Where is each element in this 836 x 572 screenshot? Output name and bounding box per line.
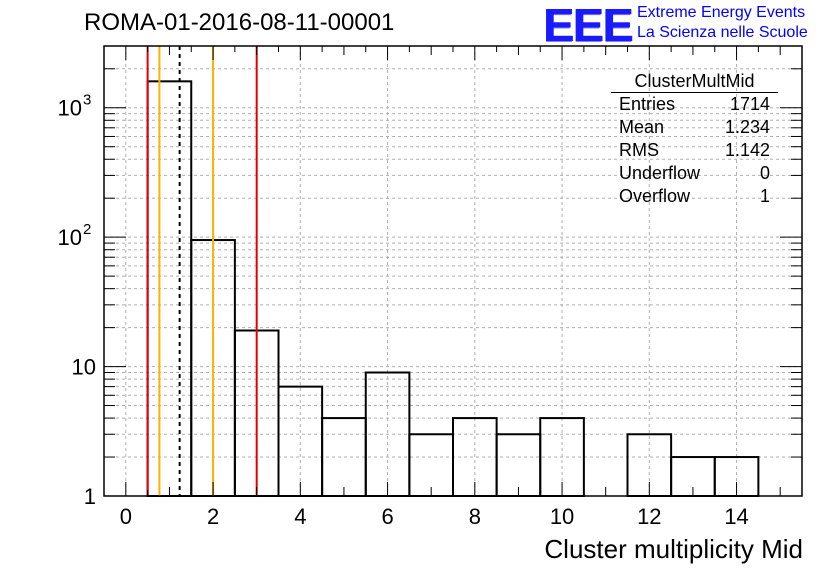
- logo-line-1: Extreme Energy Events: [637, 4, 806, 21]
- x-tick-label: 0: [120, 504, 132, 529]
- stats-row-entries: Entries 1714: [611, 93, 778, 116]
- stats-value: 1.234: [724, 117, 770, 137]
- stats-value: 0: [759, 163, 770, 183]
- eee-logo: EEE: [543, 0, 633, 51]
- stats-label: Mean: [619, 117, 665, 137]
- stats-row-rms: RMS 1.142: [611, 139, 778, 162]
- x-tick-label: 12: [637, 504, 661, 529]
- y-tick-exponent: 3: [83, 92, 91, 109]
- stats-row-overflow: Overflow 1: [611, 185, 778, 208]
- stats-label: Entries: [619, 94, 676, 114]
- x-tick-label: 6: [381, 504, 393, 529]
- y-tick-label: 1: [84, 484, 96, 509]
- marker-lines: [146, 46, 258, 496]
- logo-line-2: La Scienza nelle Scuole: [637, 24, 808, 41]
- x-tick-label: 4: [294, 504, 306, 529]
- y-tick-label: 10: [72, 355, 96, 380]
- histogram-bin: [408, 433, 454, 497]
- stats-value: 1.142: [724, 140, 770, 160]
- grid-lines: [104, 45, 802, 496]
- stats-value: 1714: [729, 94, 770, 114]
- stats-title: ClusterMultMid: [611, 70, 778, 93]
- stats-box: ClusterMultMid Entries 1714 Mean 1.234 R…: [611, 70, 778, 208]
- x-tick-label: 2: [207, 504, 219, 529]
- stats-value: 1: [759, 186, 770, 206]
- stats-label: Overflow: [619, 186, 691, 206]
- x-tick-label: 14: [724, 504, 748, 529]
- histogram-bin: [495, 433, 542, 497]
- stats-row-mean: Mean 1.234: [611, 116, 778, 139]
- y-tick-exponent: 2: [83, 221, 91, 238]
- stats-row-underflow: Underflow 0: [611, 162, 778, 185]
- x-tick-label: 8: [469, 504, 481, 529]
- x-axis-label: Cluster multiplicity Mid: [544, 534, 803, 564]
- axis-ticks: [104, 45, 803, 497]
- plot-title: ROMA-01-2016-08-11-00001: [84, 9, 395, 36]
- y-tick-label: 10: [58, 96, 82, 121]
- y-tick-label: 10: [58, 225, 82, 250]
- x-tick-label: 10: [550, 504, 574, 529]
- stats-label: RMS: [619, 140, 659, 160]
- stats-label: Underflow: [619, 163, 701, 183]
